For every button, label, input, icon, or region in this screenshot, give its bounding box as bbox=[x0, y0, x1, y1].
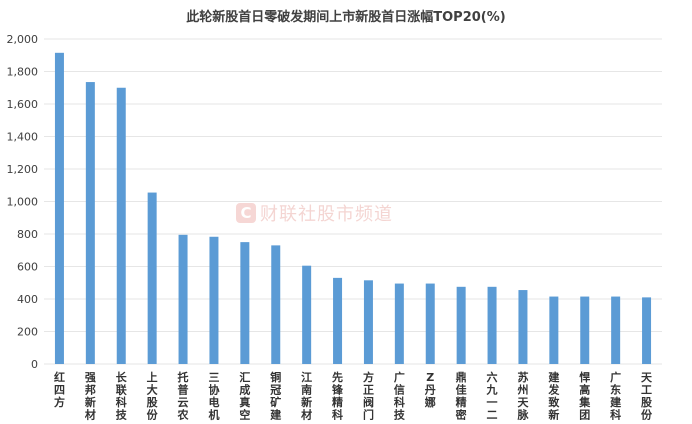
bar bbox=[333, 277, 343, 364]
chart-title: 此轮新股首日零破发期间上市新股首日涨幅TOP20(%) bbox=[186, 10, 506, 25]
bar bbox=[363, 280, 373, 364]
x-category-label: 汇成真空 bbox=[239, 371, 250, 422]
y-tick-label: 400 bbox=[17, 293, 38, 306]
bar bbox=[456, 286, 466, 364]
y-tick-label: 0 bbox=[31, 358, 38, 371]
y-tick-label: 2,000 bbox=[7, 33, 39, 46]
bar bbox=[271, 245, 281, 364]
bar bbox=[549, 296, 559, 364]
bar bbox=[209, 236, 219, 364]
x-category-label: 江南新材 bbox=[301, 370, 312, 422]
bar-layer bbox=[54, 52, 652, 364]
x-category-label: 长联科技 bbox=[116, 370, 128, 422]
x-category-label: 建发致新 bbox=[547, 370, 560, 422]
bar bbox=[487, 286, 497, 364]
watermark: C 财联社股市频道 bbox=[236, 200, 393, 226]
bar bbox=[394, 283, 404, 364]
x-category-label: 六九一二 bbox=[486, 370, 498, 422]
x-category-label: 托普云农 bbox=[177, 370, 189, 422]
bar bbox=[518, 290, 528, 364]
y-axis: 0 200 400 600 800 1,000 1,200 1,400 1,600 1,800 2,… bbox=[7, 33, 39, 371]
x-category-label: 铜冠矿建 bbox=[269, 370, 282, 422]
bar bbox=[147, 192, 157, 364]
x-category-label: 苏州天脉 bbox=[516, 370, 529, 422]
y-tick-label: 800 bbox=[17, 228, 38, 241]
x-category-label: 方正阀门 bbox=[363, 370, 374, 422]
x-category-label: 先锋精科 bbox=[332, 370, 344, 422]
x-category-label: 广东建科 bbox=[610, 370, 622, 422]
bar bbox=[425, 283, 435, 364]
watermark-logo-icon: C bbox=[236, 203, 256, 223]
x-category-label: 鼎佳精密 bbox=[456, 371, 467, 422]
y-tick-label: 600 bbox=[17, 261, 38, 274]
bar bbox=[178, 234, 188, 364]
x-category-label: 广信科技 bbox=[394, 370, 406, 422]
grid-layer bbox=[44, 38, 662, 365]
bar bbox=[116, 87, 126, 364]
bar bbox=[240, 242, 250, 364]
x-category-label: 天工股份 bbox=[641, 371, 653, 422]
y-tick-label: 1,200 bbox=[7, 163, 39, 176]
x-category-label: 悍高集团 bbox=[578, 370, 591, 422]
x-category-label: Z 丹娜 bbox=[425, 371, 436, 409]
bar bbox=[642, 297, 652, 364]
x-category-label: 红四方 bbox=[54, 370, 65, 409]
y-tick-label: 1,800 bbox=[7, 66, 39, 79]
y-tick-label: 200 bbox=[17, 326, 38, 339]
x-category-label: 上大股份 bbox=[147, 370, 159, 422]
y-tick-label: 1,600 bbox=[7, 98, 39, 111]
x-category-label: 强邦新材 bbox=[85, 371, 96, 422]
x-axis: 红四方 强邦新材 长联科技 上大股份 托普云农 三协电机 汇成真空 铜冠矿建 江南新材 先锋精科 方… bbox=[54, 370, 653, 422]
x-category-label: 三协电机 bbox=[208, 371, 219, 422]
y-tick-label: 1,000 bbox=[7, 196, 39, 209]
y-tick-label: 1,400 bbox=[7, 131, 39, 144]
watermark-text: 财联社股市频道 bbox=[260, 204, 393, 225]
bar bbox=[85, 82, 95, 364]
bar bbox=[580, 296, 590, 364]
bar bbox=[302, 265, 312, 364]
bar bbox=[54, 52, 64, 364]
bar bbox=[611, 296, 621, 364]
